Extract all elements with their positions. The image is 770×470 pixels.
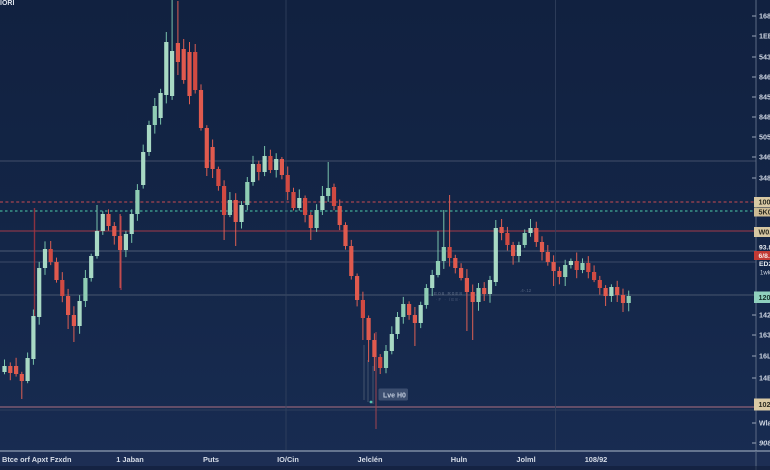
- svg-text:Jolml: Jolml: [516, 455, 535, 464]
- svg-text:348.: 348.: [759, 174, 770, 183]
- svg-text:1wk: 1wk: [760, 271, 770, 277]
- svg-text:845.: 845.: [759, 93, 770, 102]
- svg-text:142: 142: [759, 311, 770, 320]
- svg-text:5K0.: 5K0.: [759, 208, 770, 217]
- svg-text:100.: 100.: [759, 198, 770, 207]
- svg-text:14E.: 14E.: [759, 374, 770, 383]
- svg-text:Btce orf Apxt Fzxdn: Btce orf Apxt Fzxdn: [2, 455, 72, 464]
- svg-text:Wla: Wla: [759, 421, 770, 428]
- svg-text:W0.2: W0.2: [759, 228, 770, 237]
- svg-text:102.: 102.: [759, 400, 770, 409]
- svg-text:93.8: 93.8: [759, 245, 770, 252]
- svg-text:1EB.: 1EB.: [759, 32, 770, 41]
- svg-text:IO/Cin: IO/Cin: [277, 455, 299, 464]
- svg-text:848: 848: [759, 113, 770, 122]
- svg-text:6/8.2: 6/8.2: [759, 253, 770, 260]
- svg-text:Lve H0: Lve H0: [383, 393, 406, 400]
- svg-text:1 Jaban: 1 Jaban: [116, 455, 144, 464]
- svg-text:108/92: 108/92: [585, 455, 608, 464]
- svg-text:IORI: IORI: [0, 0, 14, 7]
- svg-text:120.5: 120.5: [759, 293, 770, 302]
- svg-text:·F · /E8·: ·F · /E8·: [436, 297, 461, 302]
- svg-text:Huln: Huln: [451, 455, 468, 464]
- svg-text:846.: 846.: [759, 73, 770, 82]
- svg-text:163.: 163.: [759, 331, 770, 340]
- svg-text:505: 505: [759, 133, 770, 142]
- svg-text:Puts: Puts: [203, 455, 219, 464]
- svg-text:16L: 16L: [759, 352, 770, 361]
- svg-text:E08 R0E8 ·: E08 R0E8 ·: [434, 291, 468, 296]
- svg-text:168: 168: [759, 12, 770, 21]
- svg-text:543: 543: [759, 53, 770, 62]
- svg-text:Jelclén: Jelclén: [357, 455, 383, 464]
- svg-text:908: 908: [759, 439, 770, 448]
- svg-text:346: 346: [759, 153, 770, 162]
- svg-text:ED23: ED23: [759, 261, 770, 268]
- svg-text:.4-.12: .4-.12: [520, 288, 532, 293]
